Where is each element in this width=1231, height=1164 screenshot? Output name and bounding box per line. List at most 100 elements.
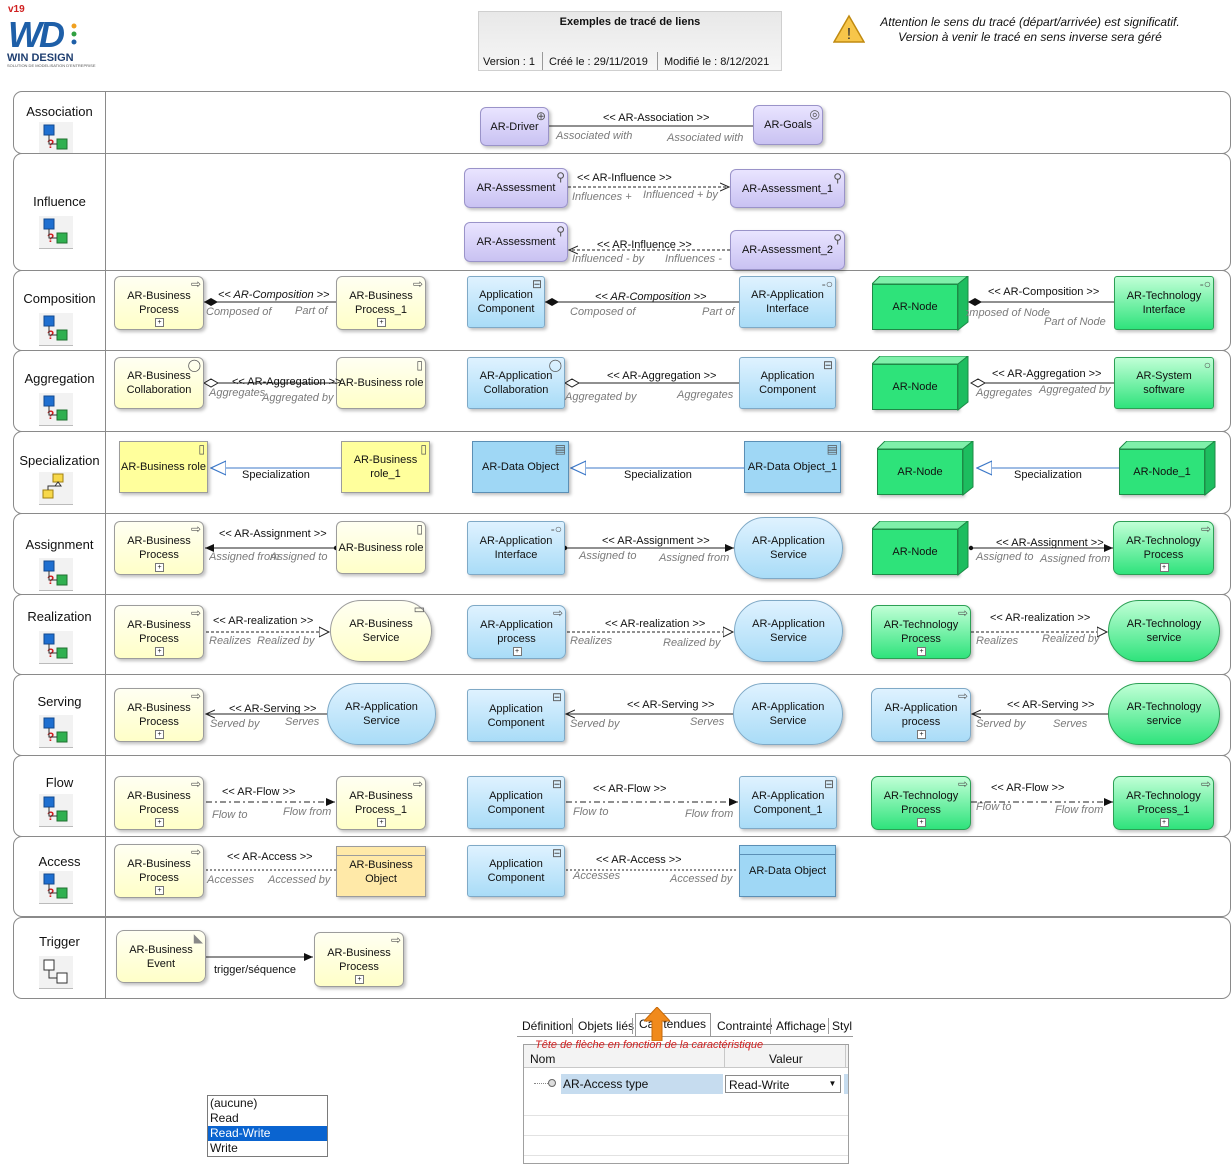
tab-objets-lies[interactable]: Objets liés bbox=[578, 1019, 635, 1033]
expand-icon[interactable]: + bbox=[512, 647, 522, 656]
col-value-header[interactable]: Valeur bbox=[769, 1052, 803, 1066]
node-application-component[interactable]: Application Component ⊟ bbox=[467, 276, 545, 328]
expand-icon[interactable]: + bbox=[917, 647, 926, 656]
node-ar-assessment[interactable]: AR-Assessment ⚲ bbox=[464, 222, 568, 262]
node-ar-business-service[interactable]: AR-Business Service ▭ bbox=[330, 600, 432, 662]
option-aucune[interactable]: (aucune) bbox=[210, 1096, 258, 1110]
node-ar-business-role[interactable]: AR-Business role ▯ bbox=[336, 357, 426, 409]
expand-icon[interactable]: + bbox=[155, 647, 164, 656]
role-label: Assigned to bbox=[579, 550, 637, 562]
col-name-header[interactable]: Nom bbox=[530, 1052, 556, 1066]
node-ar-technology-interface[interactable]: AR-Technology Interface -○ bbox=[1114, 276, 1214, 330]
role-label: Composed of bbox=[206, 306, 272, 318]
node-ar-assessment-1[interactable]: AR-Assessment_1 ⚲ bbox=[730, 169, 845, 208]
node-label: AR-Technology Process bbox=[883, 619, 959, 645]
option-read[interactable]: Read bbox=[210, 1111, 239, 1125]
tab-style[interactable]: Styl bbox=[832, 1019, 852, 1033]
option-write[interactable]: Write bbox=[210, 1141, 238, 1155]
expand-icon[interactable]: + bbox=[155, 318, 164, 327]
expand-icon[interactable]: + bbox=[377, 318, 386, 327]
node-ar-business-object[interactable]: AR-Business Object bbox=[336, 846, 426, 897]
link-label: << AR-Flow >> bbox=[593, 783, 667, 795]
role-label: Accessed by bbox=[268, 874, 331, 886]
node-ar-business-process[interactable]: AR-Business Process ⇨ + bbox=[114, 688, 204, 742]
node-ar-technology-service[interactable]: AR-Technology service bbox=[1108, 600, 1220, 662]
node-label: Application Component bbox=[487, 789, 545, 816]
node-ar-business-process[interactable]: AR-Business Process ⇨ + bbox=[114, 521, 204, 575]
node-ar-data-object-1[interactable]: AR-Data Object_1 ▤ bbox=[744, 441, 841, 493]
version-label: Version : 1 bbox=[483, 56, 535, 68]
node-ar-business-collaboration[interactable]: AR-Business Collaboration ◯ bbox=[114, 357, 204, 409]
node-ar-business-process-1[interactable]: AR-Business Process_1 ⇨ + bbox=[336, 776, 426, 830]
node-ar-business-process-1[interactable]: AR-Business Process_1 ⇨ + bbox=[336, 276, 426, 330]
link-label: << AR-realization >> bbox=[990, 612, 1091, 624]
node-ar-business-role[interactable]: AR-Business role ▯ bbox=[336, 521, 426, 574]
expand-icon[interactable]: + bbox=[155, 730, 164, 739]
node-application-component[interactable]: Application Component ⊟ bbox=[467, 689, 565, 742]
node-ar-system-software[interactable]: AR-System software ○ bbox=[1114, 357, 1214, 409]
chevron-down-icon[interactable]: ▼ bbox=[828, 1079, 837, 1088]
expand-icon[interactable]: + bbox=[155, 886, 164, 895]
expand-icon[interactable]: + bbox=[155, 563, 164, 572]
node-ar-technology-service[interactable]: AR-Technology service bbox=[1108, 683, 1220, 745]
node-ar-business-process[interactable]: AR-Business Process ⇨ + bbox=[114, 605, 204, 659]
grid-row[interactable]: AR-Access type Read-Write ▼ bbox=[524, 1074, 848, 1094]
node-ar-goals[interactable]: AR-Goals ◎ bbox=[753, 105, 823, 145]
access-type-select[interactable]: Read-Write ▼ bbox=[725, 1075, 841, 1093]
link-label: << AR-Association >> bbox=[603, 112, 710, 124]
node-ar-business-process[interactable]: AR-Business Process ⇨ + bbox=[114, 776, 204, 830]
row-trigger: Trigger bbox=[13, 917, 1231, 999]
node-label: AR-Application process bbox=[480, 619, 553, 645]
node-label: AR-Business role_1 bbox=[353, 454, 418, 480]
link-label: << AR-Aggregation >> bbox=[232, 376, 342, 388]
role-label: Realizes bbox=[209, 635, 252, 647]
node-ar-technology-process[interactable]: AR-Technology Process ⇨ + bbox=[1113, 521, 1214, 575]
role-label: Assigned from bbox=[209, 551, 280, 563]
node-ar-application-service[interactable]: AR-Application Service bbox=[327, 683, 436, 745]
node-ar-business-process[interactable]: AR-Business Process ⇨ + bbox=[314, 932, 404, 987]
node-ar-application-component-1[interactable]: AR-Application Component_1 ⊟ bbox=[739, 776, 837, 829]
node-ar-application-service[interactable]: AR-Application Service bbox=[734, 517, 843, 579]
expand-icon[interactable]: + bbox=[1159, 563, 1169, 572]
node-ar-technology-process-1[interactable]: AR-Technology Process_1 ⇨ + bbox=[1113, 776, 1214, 830]
node-application-component[interactable]: Application Component ⊟ bbox=[467, 776, 565, 829]
option-read-write[interactable]: Read-Write bbox=[208, 1126, 327, 1141]
node-ar-node[interactable]: AR-Node bbox=[872, 529, 958, 575]
expand-icon[interactable]: + bbox=[377, 818, 386, 827]
node-ar-application-interface[interactable]: AR-Application Interface -○ bbox=[739, 276, 836, 328]
expand-icon[interactable]: + bbox=[355, 975, 364, 984]
node-ar-application-service[interactable]: AR-Application Service bbox=[734, 600, 843, 662]
expand-icon[interactable]: + bbox=[917, 818, 926, 827]
node-application-component[interactable]: Application Component ⊟ bbox=[467, 845, 565, 897]
node-application-component[interactable]: Application Component ⊟ bbox=[739, 357, 836, 409]
component-icon: ⊟ bbox=[531, 277, 542, 291]
node-label: AR-Business Object bbox=[349, 858, 413, 885]
node-ar-business-role-1[interactable]: AR-Business role_1 ▯ bbox=[341, 441, 430, 493]
driver-icon: ⊕ bbox=[535, 109, 546, 123]
link-label: << AR-Aggregation >> bbox=[992, 368, 1102, 380]
node-ar-business-role[interactable]: AR-Business role ▯ bbox=[119, 441, 208, 493]
node-ar-driver[interactable]: AR-Driver ⊕ bbox=[480, 107, 549, 146]
node-ar-business-event[interactable]: AR-Business Event ◣ bbox=[116, 930, 206, 983]
node-ar-business-process[interactable]: AR-Business Process ⇨ + bbox=[114, 276, 204, 330]
tab-definition[interactable]: Définition bbox=[522, 1019, 573, 1033]
tab-affichage[interactable]: Affichage bbox=[776, 1019, 826, 1033]
node-ar-application-process[interactable]: AR-Application process ⇨ + bbox=[467, 605, 566, 659]
node-ar-business-process[interactable]: AR-Business Process ⇨ + bbox=[114, 844, 204, 898]
node-ar-application-process[interactable]: AR-Application process ⇨ + bbox=[871, 688, 971, 742]
node-ar-application-collaboration[interactable]: AR-Application Collaboration ◯ bbox=[467, 357, 565, 409]
node-ar-assessment-2[interactable]: AR-Assessment_2 ⚲ bbox=[730, 230, 845, 270]
node-ar-assessment[interactable]: AR-Assessment ⚲ bbox=[464, 168, 568, 208]
node-ar-technology-process[interactable]: AR-Technology Process ⇨ + bbox=[871, 605, 971, 659]
node-ar-technology-process[interactable]: AR-Technology Process ⇨ + bbox=[871, 776, 971, 830]
node-ar-data-object[interactable]: AR-Data Object ▤ bbox=[472, 441, 569, 493]
node-ar-node[interactable]: AR-Node bbox=[877, 449, 963, 495]
expand-icon[interactable]: + bbox=[917, 730, 926, 739]
expand-icon[interactable]: + bbox=[1159, 818, 1169, 827]
tab-contrainte[interactable]: Contrainte bbox=[717, 1019, 773, 1033]
node-ar-application-interface[interactable]: AR-Application Interface -○ bbox=[467, 521, 565, 575]
expand-icon[interactable]: + bbox=[155, 818, 164, 827]
node-ar-data-object[interactable]: AR-Data Object bbox=[739, 845, 836, 897]
node-ar-application-service[interactable]: AR-Application Service bbox=[733, 683, 843, 745]
role-label: Served by bbox=[976, 718, 1026, 730]
